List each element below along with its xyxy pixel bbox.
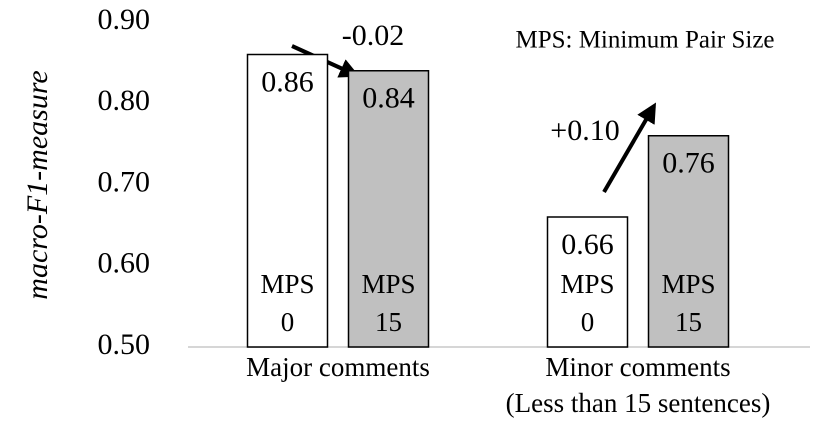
bar [347, 70, 430, 348]
value-label: 0.86 [261, 65, 314, 98]
y-tick-label: 0.80 [98, 84, 151, 117]
bar-series-label: MPS 15 [361, 269, 416, 337]
value-label: 0.84 [362, 82, 415, 115]
bar [246, 53, 329, 348]
value-label: 0.66 [561, 228, 614, 261]
bar-series-label: MPS 0 [560, 269, 615, 337]
y-tick-label: 0.60 [98, 247, 151, 280]
y-tick-label: 0.50 [98, 328, 151, 361]
bar-series-label: MPS 15 [661, 269, 716, 337]
bar-series-label: MPS 0 [260, 269, 315, 337]
bar [647, 135, 730, 348]
value-label: 0.76 [662, 147, 715, 180]
annotation: -0.02 [342, 19, 405, 52]
y-tick-label: 0.90 [98, 3, 151, 36]
y-axis-title: macro-F1-measure [21, 70, 54, 299]
x-tick-label: Major comments [246, 352, 430, 382]
bar [546, 216, 629, 348]
x-tick-label: Minor comments (Less than 15 sentences) [505, 352, 771, 418]
annotation: +0.10 [550, 114, 619, 147]
arrow [602, 102, 657, 194]
y-tick-label: 0.70 [98, 165, 151, 198]
annotation: MPS: Minimum Pair Size [515, 27, 774, 54]
